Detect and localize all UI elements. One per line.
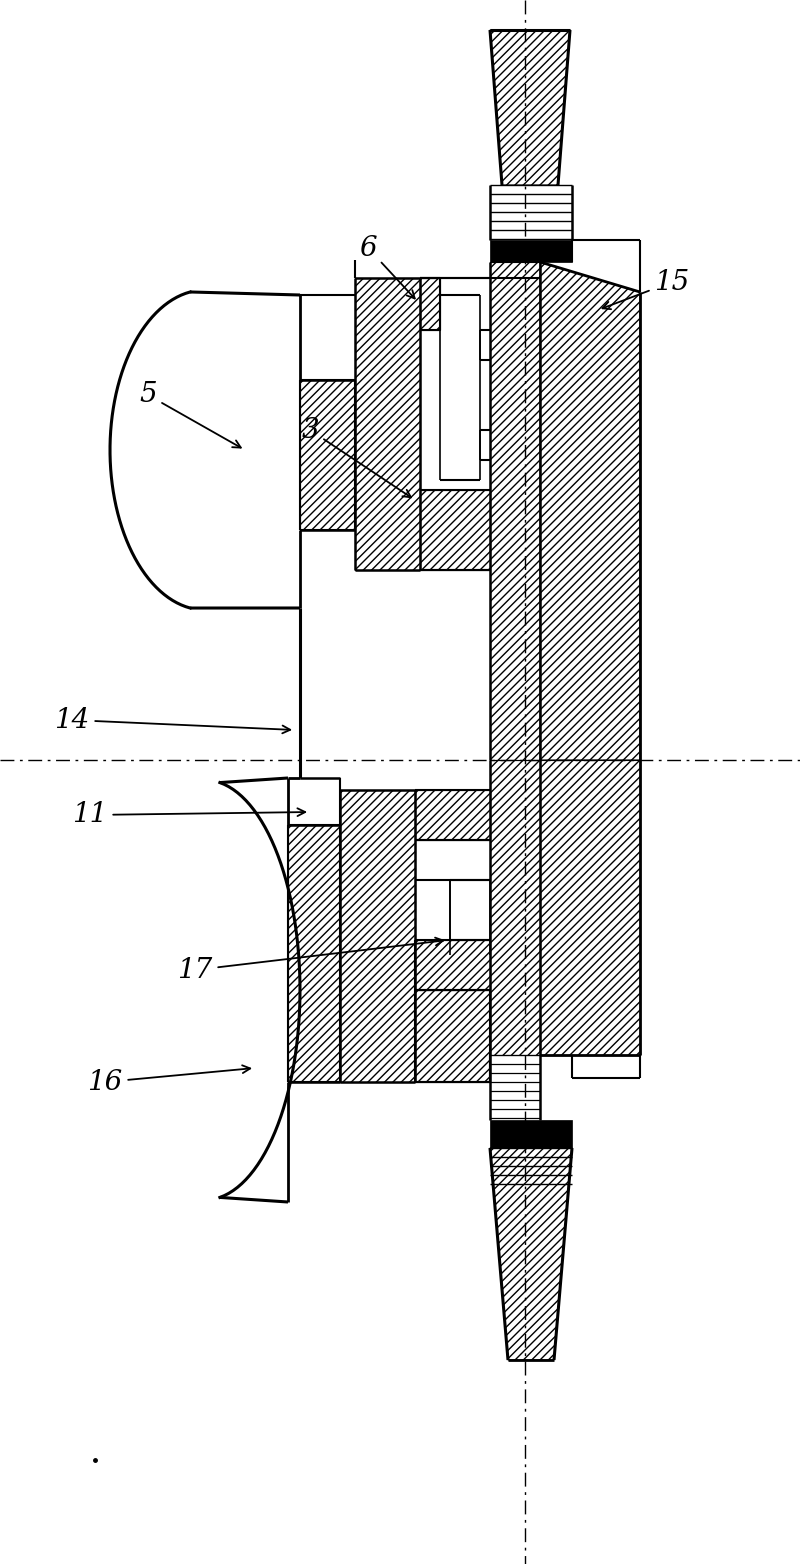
Text: 6: 6: [359, 235, 414, 299]
Polygon shape: [490, 1120, 572, 1148]
Text: 17: 17: [178, 938, 443, 984]
Text: 11: 11: [72, 801, 306, 829]
Polygon shape: [490, 239, 572, 263]
Text: 5: 5: [139, 382, 241, 447]
Text: 15: 15: [602, 269, 690, 310]
Text: 16: 16: [87, 1065, 250, 1095]
Text: 14: 14: [54, 707, 290, 734]
Text: 3: 3: [301, 416, 411, 497]
